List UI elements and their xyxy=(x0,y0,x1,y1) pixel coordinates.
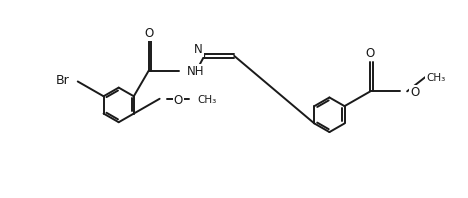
Text: O: O xyxy=(144,27,154,40)
Text: CH₃: CH₃ xyxy=(197,95,217,105)
Text: NH: NH xyxy=(186,65,204,78)
Text: CH₃: CH₃ xyxy=(426,72,445,83)
Text: N: N xyxy=(194,43,203,56)
Text: O: O xyxy=(410,86,419,99)
Text: O: O xyxy=(366,47,375,60)
Text: Br: Br xyxy=(56,74,70,87)
Text: O: O xyxy=(174,94,183,107)
